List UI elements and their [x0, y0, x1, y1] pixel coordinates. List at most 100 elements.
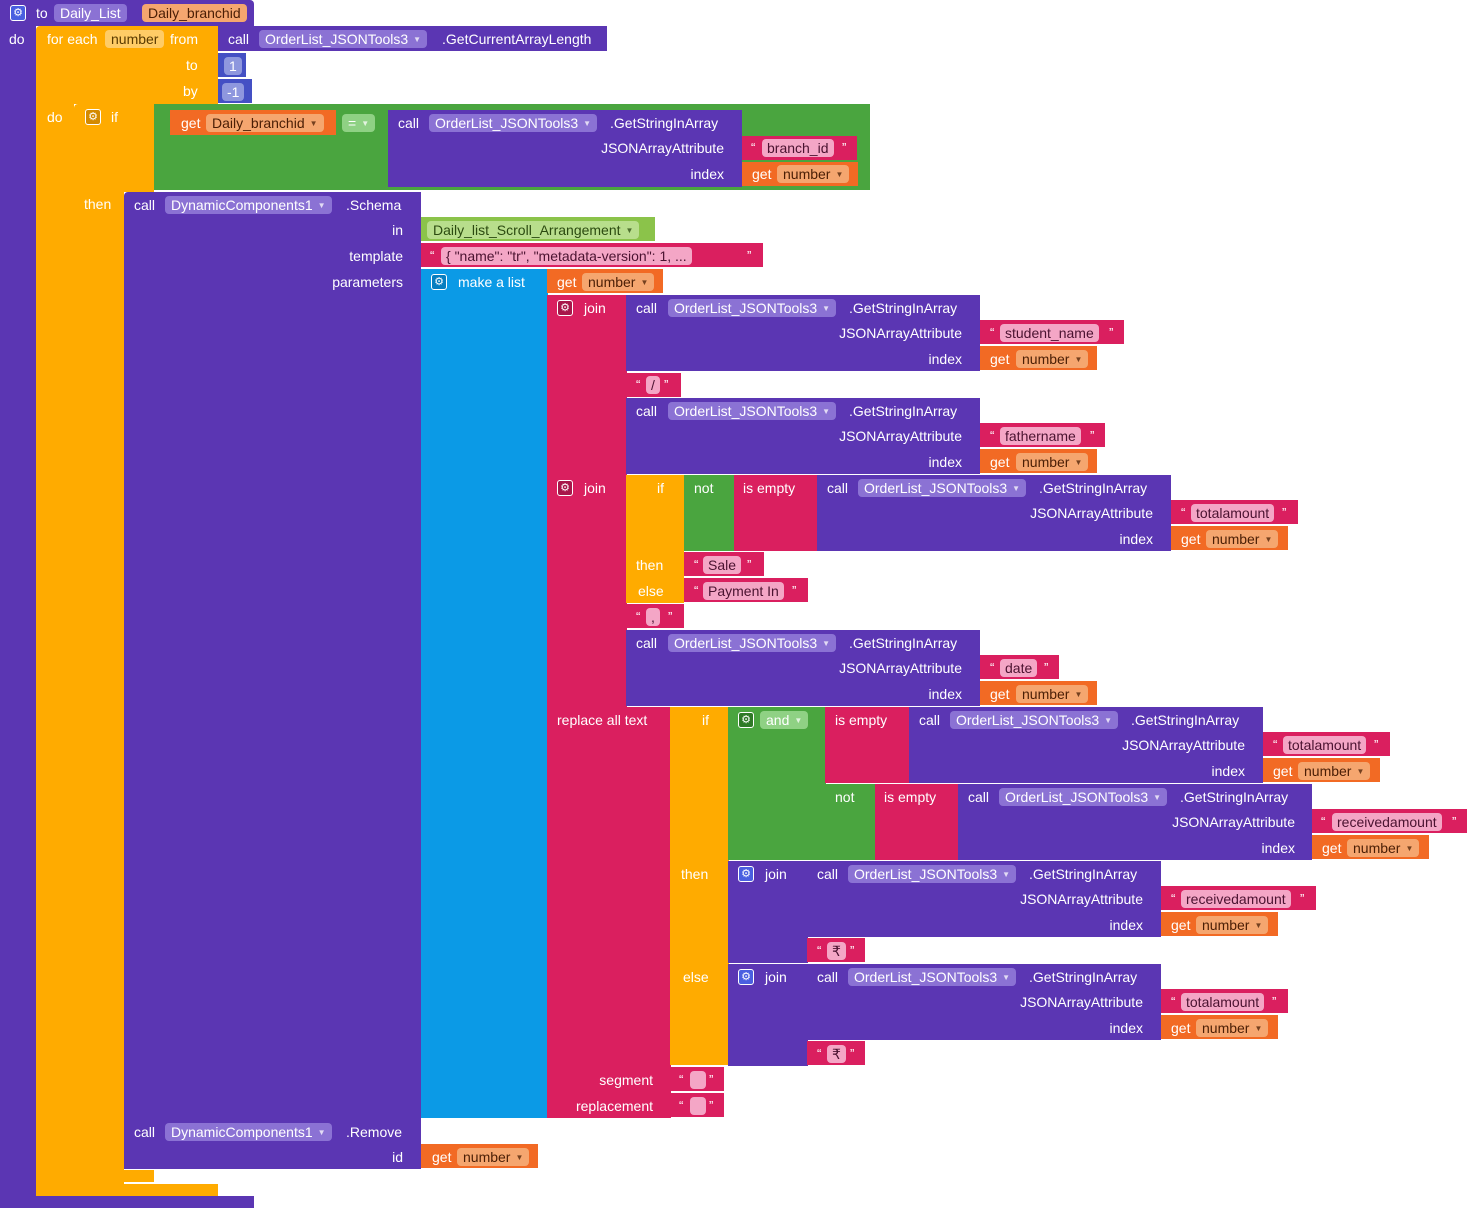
- join-gear-icon[interactable]: ⚙: [557, 480, 573, 496]
- for-each-var-field[interactable]: number: [105, 30, 165, 48]
- component-dropdown[interactable]: OrderList_JSONTools3 ▼: [259, 30, 428, 48]
- inline-if-block[interactable]: [626, 475, 684, 603]
- else-value[interactable]: Payment In: [703, 582, 784, 600]
- if-label: if: [702, 712, 709, 728]
- get-var-dropdown[interactable]: Daily_branchid ▼: [206, 114, 324, 132]
- json-array-attribute-label: JSONArrayAttribute: [1172, 814, 1295, 830]
- component-dropdown[interactable]: OrderList_JSONTools3 ▼: [858, 479, 1027, 497]
- component-dropdown[interactable]: OrderList_JSONTools3 ▼: [668, 299, 837, 317]
- component-dropdown[interactable]: OrderList_JSONTools3 ▼: [429, 114, 598, 132]
- make-a-list-block[interactable]: [421, 269, 548, 1118]
- if-spine: [74, 192, 124, 1184]
- segment-value[interactable]: [690, 1071, 706, 1089]
- component-dropdown[interactable]: DynamicComponents1 ▼: [165, 1123, 332, 1141]
- component-dropdown[interactable]: OrderList_JSONTools3 ▼: [668, 402, 837, 420]
- chevron-down-icon: ▼: [1074, 690, 1083, 699]
- separator-value[interactable]: ,: [646, 608, 660, 626]
- chevron-down-icon: ▼: [1254, 921, 1263, 930]
- get-var-dropdown[interactable]: number ▼: [1016, 350, 1089, 368]
- join-gear-icon[interactable]: ⚙: [557, 300, 573, 316]
- join-gear-icon[interactable]: ⚙: [738, 866, 754, 882]
- and-gear-icon[interactable]: ⚙: [738, 712, 754, 728]
- quote-open: “: [990, 428, 995, 443]
- get-label: get: [557, 274, 577, 290]
- separator-value[interactable]: /: [646, 376, 660, 394]
- get-var-dropdown[interactable]: number ▼: [1206, 530, 1279, 548]
- layout-dropdown[interactable]: Daily_list_Scroll_Arrangement ▼: [427, 221, 640, 239]
- rupee-value[interactable]: ₹: [827, 1045, 846, 1063]
- get-var-dropdown[interactable]: number ▼: [1196, 916, 1269, 934]
- schema-block[interactable]: [124, 192, 421, 1118]
- is-empty-block[interactable]: [825, 707, 909, 783]
- call-label: call: [827, 480, 849, 496]
- quote-close: ”: [1272, 994, 1277, 1009]
- not-block[interactable]: [825, 784, 875, 860]
- call-label: call: [968, 789, 990, 805]
- mutator-gear-icon[interactable]: ⚙: [10, 5, 26, 21]
- not-block[interactable]: [684, 475, 734, 551]
- text-value[interactable]: date: [1000, 659, 1038, 677]
- then-label: then: [681, 866, 709, 882]
- get-var-dropdown[interactable]: number ▼: [1347, 839, 1420, 857]
- by-number-field[interactable]: -1: [222, 83, 245, 101]
- method-label: .GetStringInArray: [1029, 866, 1138, 882]
- and-block[interactable]: [728, 707, 826, 860]
- text-value[interactable]: totalamount: [1283, 736, 1367, 754]
- get-var-dropdown[interactable]: number ▼: [1196, 1019, 1269, 1037]
- get-var-dropdown[interactable]: number ▼: [777, 165, 850, 183]
- replacement-value[interactable]: [690, 1097, 706, 1115]
- and-dropdown[interactable]: and ▼: [760, 711, 809, 729]
- if-bottom: [74, 1170, 154, 1182]
- is-empty-block[interactable]: [734, 475, 818, 551]
- text-value[interactable]: receivedamount: [1332, 813, 1442, 831]
- procedure-name-field[interactable]: Daily_List: [54, 4, 127, 22]
- get-var-dropdown[interactable]: number ▼: [582, 273, 655, 291]
- text-value[interactable]: receivedamount: [1181, 890, 1291, 908]
- is-empty-block[interactable]: [875, 784, 959, 860]
- join-block[interactable]: [547, 295, 627, 475]
- component-dropdown[interactable]: DynamicComponents1 ▼: [165, 196, 332, 214]
- call-label: call: [398, 115, 420, 131]
- component-dropdown[interactable]: OrderList_JSONTools3 ▼: [668, 634, 837, 652]
- component-dropdown[interactable]: OrderList_JSONTools3 ▼: [848, 968, 1017, 986]
- text-value[interactable]: totalamount: [1191, 504, 1275, 522]
- text-value[interactable]: branch_id: [762, 139, 834, 157]
- join-label: join: [584, 300, 606, 316]
- get-var-dropdown[interactable]: number ▼: [457, 1148, 530, 1166]
- get-label: get: [1181, 531, 1201, 547]
- make-list-gear-icon[interactable]: ⚙: [431, 274, 447, 290]
- if-mutator-gear-icon[interactable]: ⚙: [85, 109, 101, 125]
- text-value[interactable]: fathername: [1000, 427, 1081, 445]
- quote-close: ”: [842, 140, 847, 155]
- join-gear-icon[interactable]: ⚙: [738, 969, 754, 985]
- get-var-dropdown[interactable]: number ▼: [1016, 453, 1089, 471]
- component-dropdown[interactable]: OrderList_JSONTools3 ▼: [950, 711, 1119, 729]
- then-value[interactable]: Sale: [703, 556, 742, 574]
- get-var-dropdown[interactable]: number ▼: [1016, 685, 1089, 703]
- text-value[interactable]: totalamount: [1181, 993, 1265, 1011]
- chevron-down-icon: ▼: [1264, 535, 1273, 544]
- quote-open: “: [990, 660, 995, 675]
- component-dropdown[interactable]: OrderList_JSONTools3 ▼: [848, 865, 1017, 883]
- json-array-attribute-label: JSONArrayAttribute: [839, 428, 962, 444]
- call-label: call: [134, 1124, 156, 1140]
- to-number-field[interactable]: 1: [224, 57, 242, 75]
- template-value[interactable]: { "name": "tr", "metadata-version": 1, .…: [441, 247, 692, 265]
- get-var-dropdown[interactable]: number ▼: [1298, 762, 1371, 780]
- component-dropdown[interactable]: OrderList_JSONTools3 ▼: [999, 788, 1168, 806]
- chevron-down-icon: ▼: [317, 201, 326, 210]
- compare-op-dropdown[interactable]: = ▼: [342, 114, 376, 132]
- quote-close: ”: [792, 583, 797, 598]
- replace-all-text-block[interactable]: [547, 707, 671, 1118]
- quote-close: ”: [850, 943, 855, 958]
- rupee-value[interactable]: ₹: [827, 942, 846, 960]
- index-label: index: [928, 454, 962, 470]
- procedure-body-spine: [0, 26, 36, 1208]
- text-value[interactable]: student_name: [1000, 324, 1099, 342]
- quote-open: “: [751, 140, 756, 155]
- for-each-bottom: [36, 1184, 218, 1196]
- inline-if-block[interactable]: [670, 707, 729, 1065]
- index-label: index: [1109, 917, 1143, 933]
- join-block[interactable]: [547, 475, 627, 707]
- procedure-param-field[interactable]: Daily_branchid: [142, 4, 247, 22]
